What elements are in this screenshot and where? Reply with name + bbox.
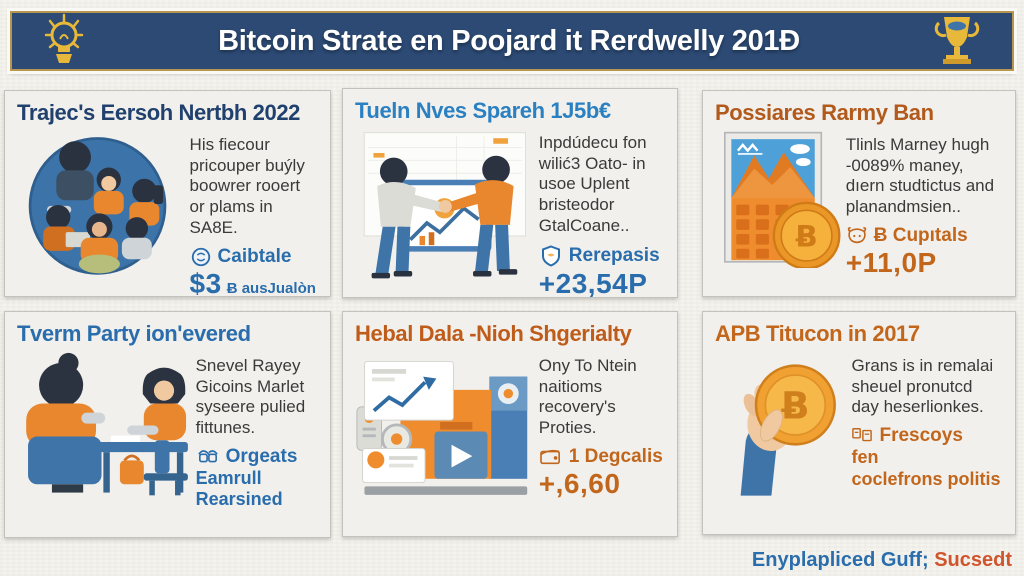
two-people-meeting-illustration bbox=[17, 352, 192, 497]
panel-people-network: Trajec's Eersoh Nertbh 2022 bbox=[4, 90, 331, 297]
panel-media-charts: Hebal Dala -Nioh Shgerialty bbox=[342, 311, 678, 537]
footer-credit: Enyplapliced Guff; Sucsedt bbox=[752, 549, 1012, 572]
stat-suffix: Ƀ ausJualòn bbox=[226, 279, 316, 297]
bull-sketch-icon bbox=[846, 226, 868, 246]
stat-label: 1 Degcalis bbox=[568, 445, 663, 467]
desktop-charts-illustration bbox=[355, 352, 535, 503]
panel-body: Snevel Rayey Gicoins Marlet syseere puli… bbox=[195, 356, 306, 438]
panel-title: Trajec's Eersoh Nertbh 2022 bbox=[17, 100, 301, 125]
stat-label: Rerepasis bbox=[568, 244, 660, 266]
hand-holding-coin-illustration: Ƀ bbox=[715, 352, 847, 496]
lightbulb-icon bbox=[42, 13, 86, 70]
stat-label: Orgeats bbox=[225, 445, 298, 467]
stat-value: +,6,60 bbox=[538, 467, 621, 499]
panel-body: Grans is in remalai sheuel pronutcd day … bbox=[851, 356, 994, 417]
two-men-handshake-illustration bbox=[355, 129, 535, 281]
people-group-circle-illustration bbox=[17, 131, 186, 279]
panel-title: APB Titucon in 2017 bbox=[715, 321, 920, 346]
footer-separator: ; bbox=[921, 549, 929, 571]
panel-body: Ony To Ntein naitioms recovery's Proties… bbox=[538, 356, 637, 438]
page-title: Bitcoin Strate en Poojard it Rerdwelly 2… bbox=[218, 24, 800, 57]
panel-handshake-chart: Tueln Nves Spareh 1J5b€ bbox=[342, 88, 678, 298]
bitcoin-glyph: Ƀ bbox=[795, 219, 817, 253]
panel-body: His fiecour pricouper buýly boowrer rooe… bbox=[189, 135, 305, 237]
stat-line2: Eamrull bbox=[195, 467, 262, 488]
panel-body: Inpdúdecu fon wilić3 Oato- in usoe Uplen… bbox=[538, 133, 647, 235]
header-banner: Bitcoin Strate en Poojard it Rerdwelly 2… bbox=[10, 11, 1014, 71]
stat-value: $3 bbox=[189, 267, 222, 297]
bitcoin-glyph: Ƀ bbox=[781, 384, 810, 428]
stat-label: Caibtale bbox=[217, 245, 292, 267]
wallet-icon bbox=[539, 447, 563, 467]
stat-block: Rerepasis +23,54P bbox=[538, 244, 665, 298]
panel-meeting: Tverm Party ion'evered bbox=[4, 311, 331, 538]
stat-line3: coclefrons politis bbox=[851, 468, 1001, 489]
footer-accent-text: Sucsedt bbox=[934, 549, 1012, 571]
footer-brand-text: Enyplapliced Guff bbox=[751, 549, 922, 571]
panel-title: Possiares Rarmy Ban bbox=[715, 100, 934, 125]
stat-label: Frescoys bbox=[879, 425, 963, 447]
stat-line3: Rearsined bbox=[195, 489, 283, 510]
mountain-poster-coin-illustration: Ƀ bbox=[715, 131, 842, 269]
panel-mountain-poster: Possiares Rarmy Ban bbox=[702, 90, 1016, 297]
stat-line2: fen bbox=[851, 447, 879, 468]
handshake-icon bbox=[196, 447, 220, 467]
panel-body: Tlinls Marney hugh -0089% maney, dıern s… bbox=[845, 135, 995, 217]
coin-doodle-icon bbox=[190, 246, 212, 268]
panel-title: Tueln Nves Spareh 1J5b€ bbox=[355, 98, 611, 123]
stat-block: Caibtale $3 Ƀ ausJualòn bbox=[189, 245, 318, 297]
panel-title: Tverm Party ion'evered bbox=[17, 321, 251, 346]
stat-block: Ƀ Cupıtals +11,0P bbox=[846, 225, 1003, 279]
stat-block: Orgeats Eamrull Rearsined bbox=[196, 446, 318, 511]
stat-block: 1 Degcalis +,6,60 bbox=[539, 446, 665, 500]
panel-title: Hebal Dala -Nioh Shgerialty bbox=[355, 321, 632, 346]
notes-icon bbox=[851, 426, 873, 446]
trophy-icon bbox=[932, 13, 982, 70]
panel-hand-coin: APB Titucon in 2017 Ƀ Grans is in remala… bbox=[702, 311, 1016, 535]
stat-block: Frescoys fen coclefrons politis bbox=[851, 425, 1003, 490]
stat-value: +11,0P bbox=[845, 246, 937, 278]
stat-label: Ƀ Cupıtals bbox=[873, 224, 968, 246]
stat-value: +23,54P bbox=[538, 267, 648, 298]
shield-check-icon bbox=[539, 244, 563, 268]
